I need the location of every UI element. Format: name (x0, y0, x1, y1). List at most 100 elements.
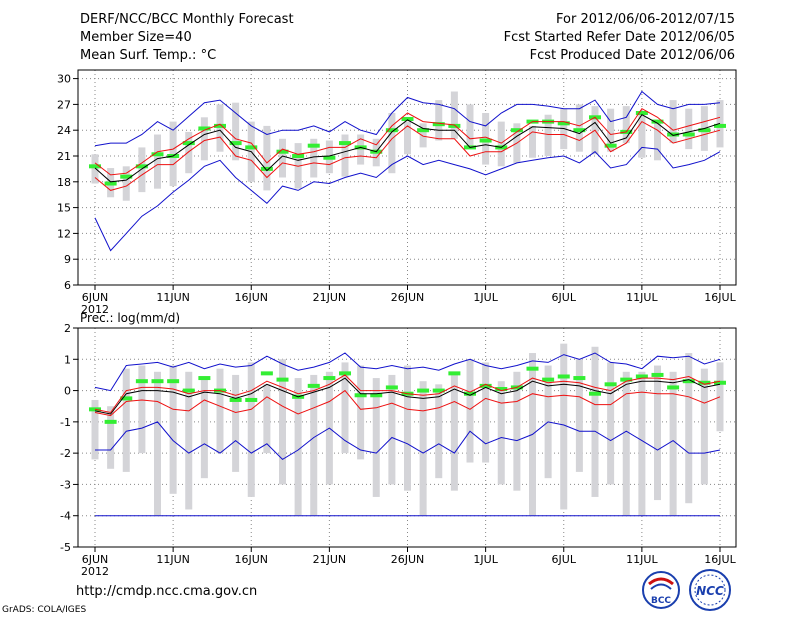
chart-title: DERF/NCC/BCC Monthly Forecast (80, 12, 294, 27)
chart-1-median-mark (573, 128, 586, 133)
chart-2-ytick-label: 0 (64, 385, 71, 398)
chart-1-xtick-label: 1JUL (473, 291, 498, 304)
chart-1-median-mark (307, 143, 320, 148)
chart-2-median-mark (354, 393, 367, 398)
chart-1-median-mark (698, 128, 711, 133)
chart-1-series-max-line (94, 90, 721, 147)
chart-2-box (435, 384, 443, 479)
chart-2-box (310, 374, 318, 516)
chart-2-median-mark (276, 377, 289, 382)
ncc-logo-text: NCC (696, 584, 724, 598)
chart-1-plot: 6 9 12 15 18 21 24 27 30 6JUN 11JUN 16JUN 21JUN 26JUN… (57, 69, 737, 316)
chart-1-box (529, 125, 536, 158)
forecast-period: For 2012/06/06-2012/07/15 (556, 12, 735, 27)
chart-1-median-mark (432, 122, 445, 127)
chart-2-median-mark (432, 388, 445, 393)
chart-1-box (435, 100, 443, 141)
chart-1-box (607, 108, 615, 152)
chart-2-xtick-label: 6JUL (552, 553, 577, 566)
chart-2-box (404, 365, 411, 491)
chart-1-box (654, 121, 661, 161)
chart-1-box (544, 114, 552, 156)
chart-2-box (232, 374, 240, 472)
chart-2-median-mark (339, 371, 351, 376)
chart-2-median-mark (604, 382, 617, 387)
chart-1-box (497, 121, 505, 167)
chart-2-box (654, 365, 661, 501)
chart-1-median-mark (245, 145, 258, 150)
chart-1-median-mark (448, 123, 461, 128)
chart-1-box (466, 104, 474, 148)
chart-2-median-mark (495, 387, 508, 392)
chart-2-median-mark (385, 385, 398, 390)
chart-2-median-mark (682, 379, 695, 384)
chart-1-box (341, 134, 349, 177)
chart-2-median-mark (229, 397, 242, 402)
chart-2-median-mark (557, 374, 570, 379)
chart-1-median-mark (198, 126, 211, 131)
chart-2-box (622, 371, 630, 516)
chart-2-ytick-label: 2 (64, 322, 71, 335)
chart-1-median-mark (510, 128, 523, 133)
chart-1-box (357, 134, 365, 165)
chart-2-ytick-label: -5 (60, 541, 71, 554)
chart-1-xtick-label: 11JUN (156, 291, 190, 304)
chart-2-xtick-label: 11JUN (156, 553, 190, 566)
chart-1-median-mark (229, 141, 242, 146)
chart-2-median-mark (542, 377, 555, 382)
chart-1-box (404, 121, 411, 155)
chart-1-box (185, 131, 193, 174)
chart-1-box (122, 166, 130, 201)
chart-2-box (247, 362, 255, 497)
chart-2-box (607, 362, 615, 485)
chart-2-median-mark (464, 391, 476, 396)
chart-1-xtick-label: 6JUN (82, 291, 109, 304)
chart-2-box (294, 378, 302, 516)
chart-2-median-mark (182, 388, 195, 393)
chart-1-ytick-label: 30 (57, 73, 71, 86)
chart-2-series-hi-line (94, 374, 721, 414)
chart-2-box (513, 371, 521, 491)
chart-1-box (669, 100, 677, 144)
chart-2-median-mark (135, 379, 148, 384)
chart-2-median-mark (714, 380, 726, 385)
variable-label: Mean Surf. Temp.: °C (80, 48, 217, 63)
chart-2-median-mark (120, 396, 133, 401)
chart-1-median-mark (667, 132, 680, 137)
chart-2-median-mark (620, 377, 633, 382)
chart-2-box (388, 374, 396, 485)
chart-2-box (107, 406, 115, 469)
chart-2-box (372, 378, 380, 497)
chart-2-median-mark (323, 376, 336, 381)
chart-1-xtick-label: 11JUL (626, 291, 658, 304)
source-url[interactable]: http://cmdp.ncc.cma.gov.cn (76, 584, 258, 599)
chart-2-median-mark (307, 383, 320, 388)
chart-2-box (122, 368, 130, 472)
chart-2-box (216, 368, 224, 454)
ncc-logo: NCC (689, 569, 731, 611)
chart-2-median-mark (448, 371, 461, 376)
chart-2-box (450, 371, 458, 491)
chart-1-series-hi-line (94, 108, 721, 176)
chart-1-ytick-label: 21 (57, 150, 71, 163)
chart-2-median-mark (479, 383, 492, 388)
chart-1-series-min-line (94, 146, 721, 252)
chart-1-median-mark (104, 181, 117, 186)
forecast-started-date: Fcst Started Refer Date 2012/06/05 (503, 30, 735, 45)
chart-1-box (216, 104, 224, 152)
chart-1-box (575, 104, 583, 152)
chart-2-box (185, 371, 193, 510)
chart-2-box (700, 368, 708, 485)
chart-1-median-mark (214, 123, 226, 128)
chart-1-ytick-label: 9 (64, 253, 71, 266)
chart-1-median-mark (635, 111, 648, 115)
chart-1-median-mark (714, 123, 726, 128)
chart-2-box (669, 371, 677, 516)
chart-2-series-mean-line (94, 377, 721, 415)
chart-1-median-mark (385, 128, 398, 133)
chart-1-median-mark (557, 121, 570, 126)
chart-1-ytick-label: 12 (57, 227, 71, 240)
chart-1-ytick-label: 15 (57, 202, 71, 215)
forecast-produced-date: Fcst Produced Date 2012/06/06 (529, 48, 735, 63)
chart-2-frame (77, 327, 737, 548)
